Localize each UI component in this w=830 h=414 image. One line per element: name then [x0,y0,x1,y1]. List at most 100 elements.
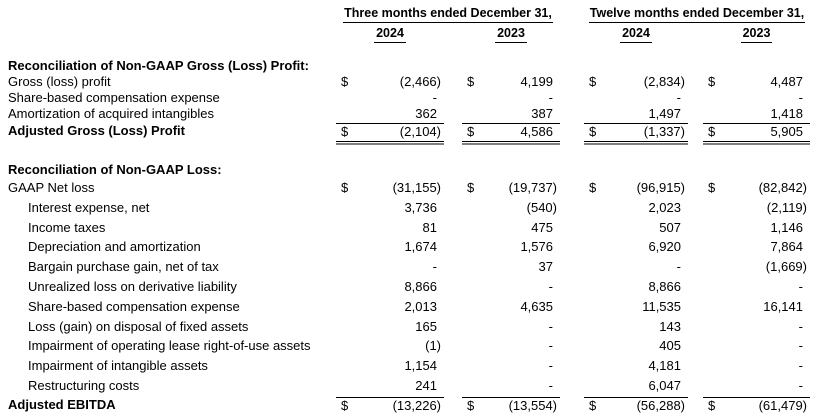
value-cell: 3,736 [336,198,444,218]
row-label: Income taxes [28,219,106,235]
value-cell: - [703,356,810,376]
value-text: 16,141 [763,298,803,314]
dollar-sign: $ [708,124,716,139]
value-text: - [548,338,553,354]
value-text: 387 [531,106,553,121]
value-text: 8,866 [404,278,437,294]
row-label: Loss (gain) on disposal of fixed assets [28,318,249,334]
value-text: (2,119) [766,199,807,215]
value-cell: - [462,317,560,337]
value-cell: $4,487 [703,74,810,90]
value-text: - [548,90,553,105]
value-cell: $ (13,554) [462,396,560,414]
year-header-twelve-months-2024: 2024 [584,25,688,43]
section-title: Reconciliation of Non-GAAP Gross (Loss) … [8,58,309,73]
value-cell: 507 [584,218,688,238]
value-cell: $ (2,834) [584,74,688,90]
value-cell: 475 [462,218,560,238]
row-label: Impairment of intangible assets [28,358,208,374]
dollar-sign: $ [708,397,716,413]
value-text: - [432,259,437,275]
value-cell: - [703,336,810,356]
value-text: 37 [538,259,553,275]
value-text: 405 [659,338,681,354]
value-text: 7,864 [770,239,803,255]
value-text: 81 [422,219,437,235]
value-text: 4,199 [520,74,553,89]
value-cell: - [462,356,560,376]
value-cell: 37 [462,257,560,277]
section-gap [8,142,830,162]
value-text: 165 [415,318,437,334]
value-cell: 362 [336,106,444,122]
row-label: Restructuring costs [28,377,140,393]
table-row: Impairment of operating lease right-of-u… [8,336,830,356]
value-text: - [798,90,803,105]
value-text: - [798,338,803,354]
value-text: (1) [425,338,441,354]
value-text: (31,155) [392,180,441,195]
value-cell: - [584,90,688,106]
value-cell: 8,866 [584,277,688,297]
dollar-sign: $ [589,397,597,413]
value-cell: (2,119) [703,198,810,218]
table-row: Share-based compensation expense 2,013 4,6… [8,297,830,317]
section-title: Reconciliation of Non-GAAP Loss: [8,162,222,177]
value-text: 2,013 [404,298,437,314]
value-cell: - [703,90,810,106]
dollar-sign: $ [589,74,597,89]
table-row: Unrealized loss on derivative liability 8… [8,277,830,297]
value-text: (2,104) [399,124,441,139]
value-text: - [676,259,681,275]
value-text: 1,576 [520,239,553,255]
value-cell: 1,154 [336,356,444,376]
dollar-sign: $ [589,124,597,139]
value-text: 507 [659,219,681,235]
value-cell: $ (61,479) [703,396,810,414]
value-cell: - [703,317,810,337]
value-text: (1,337) [643,124,685,139]
row-label: Bargain purchase gain, net of tax [28,259,219,275]
value-text: 362 [415,106,437,121]
value-text: 4,487 [770,74,803,89]
row-label: Gross (loss) profit [8,74,111,89]
value-cell: $ (96,915) [584,178,688,198]
table-row: Depreciation and amortization 1,674 1,576 6… [8,237,830,257]
value-text: (540) [526,199,557,215]
row-label: GAAP Net loss [8,180,95,195]
column-group-label: Three months ended December 31, [343,6,553,23]
dollar-sign: $ [589,180,597,195]
value-text: (96,915) [636,180,685,195]
column-group-header-three-months: Three months ended December 31, [336,6,560,23]
value-cell: 1,674 [336,237,444,257]
value-text: 3,736 [404,199,437,215]
value-text: 4,635 [520,298,553,314]
value-text: - [548,278,553,294]
value-text: - [432,90,437,105]
value-text: (82,842) [758,180,807,195]
dollar-sign: $ [341,397,349,413]
value-cell: 387 [462,106,560,122]
value-text: 1,497 [648,106,681,121]
value-cell: $ (19,737) [462,178,560,198]
table-row: Restructuring costs 241 - 6,047 - [8,376,830,396]
dollar-sign: $ [708,74,716,89]
year-header-twelve-months-2023: 2023 [703,25,810,43]
year-header-row: 2024 2023 2024 2023 [8,25,830,43]
value-cell: - [462,336,560,356]
value-text: (2,834) [643,74,685,89]
value-cell: 2,023 [584,198,688,218]
dollar-sign: $ [467,74,475,89]
year-header-three-months-2023: 2023 [462,25,560,43]
value-cell: $ (2,104) [336,123,444,145]
value-cell: - [703,376,810,396]
value-cell: (1,669) [703,257,810,277]
year-header-three-months-2024: 2024 [336,25,444,43]
value-text: - [676,90,681,105]
row-label: Share-based compensation expense [8,90,220,105]
value-text: - [548,318,553,334]
row-label: Unrealized loss on derivative liability [28,278,237,294]
value-cell: 4,181 [584,356,688,376]
value-cell: $ (56,288) [584,396,688,414]
